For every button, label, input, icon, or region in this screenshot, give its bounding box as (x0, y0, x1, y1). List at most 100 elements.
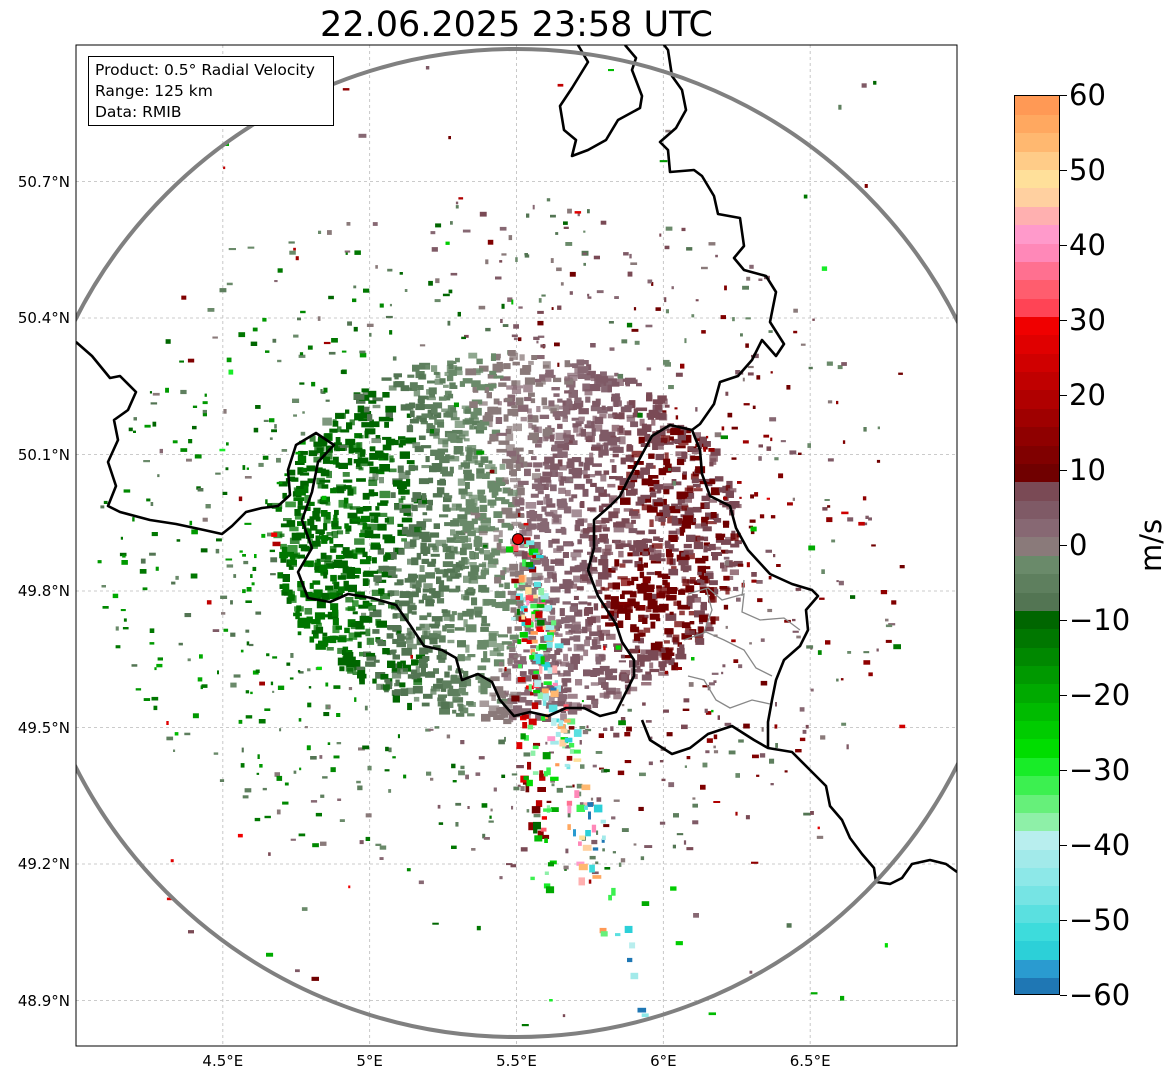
velocity-echo-cell (563, 865, 569, 870)
velocity-echo-cell (250, 341, 258, 346)
velocity-echo-cell (574, 483, 585, 490)
velocity-echo-cell (768, 330, 773, 333)
velocity-echo-cell (576, 804, 585, 812)
velocity-echo-cell (370, 542, 380, 546)
velocity-echo-cell (687, 595, 695, 603)
velocity-echo-cell (478, 548, 484, 554)
velocity-echo-cell (675, 372, 683, 377)
velocity-echo-cell (520, 708, 532, 716)
velocity-echo-cell (615, 543, 624, 550)
velocity-echo-cell (713, 750, 719, 754)
velocity-echo-cell (519, 671, 527, 677)
velocity-echo-cell (175, 575, 179, 580)
velocity-echo-cell (614, 559, 620, 567)
velocity-echo-cell (840, 995, 845, 1001)
velocity-echo-cell (458, 197, 464, 200)
velocity-echo-cell (621, 609, 633, 613)
velocity-echo-cell (385, 411, 393, 419)
colorbar-segment (1015, 169, 1059, 189)
velocity-echo-cell (528, 684, 532, 691)
colorbar-segment (1015, 904, 1059, 924)
velocity-echo-cell (417, 398, 425, 404)
border-france-germany (640, 719, 957, 886)
velocity-echo-cell (490, 808, 493, 812)
velocity-echo-cell (735, 773, 740, 778)
velocity-echo-cell (413, 696, 420, 702)
velocity-echo-cell (722, 664, 726, 668)
velocity-echo-cell (318, 467, 323, 473)
velocity-echo-cell (810, 811, 814, 815)
velocity-echo-cell (531, 456, 537, 461)
velocity-echo-cell (399, 591, 411, 598)
velocity-echo-cell (496, 432, 507, 436)
velocity-echo-cell (528, 718, 537, 726)
velocity-echo-cell (494, 591, 506, 598)
velocity-echo-cell (173, 749, 176, 752)
velocity-echo-cell (664, 463, 672, 468)
velocity-echo-cell (733, 586, 739, 591)
velocity-echo-cell (532, 554, 540, 559)
velocity-echo-cell (515, 492, 522, 499)
velocity-echo-cell (495, 276, 502, 280)
velocity-echo-cell (488, 637, 496, 641)
velocity-echo-cell (583, 608, 590, 616)
velocity-echo-cell (419, 531, 430, 539)
velocity-echo-cell (528, 392, 535, 397)
velocity-echo-cell (545, 625, 555, 630)
velocity-echo-cell (681, 434, 692, 443)
velocity-echo-cell (752, 754, 759, 759)
velocity-echo-cell (805, 724, 809, 729)
velocity-echo-cell (290, 653, 294, 658)
velocity-echo-cell (422, 630, 428, 638)
velocity-echo-cell (406, 868, 411, 872)
velocity-echo-cell (563, 653, 569, 661)
velocity-echo-cell (274, 772, 280, 777)
velocity-echo-cell (518, 664, 522, 669)
velocity-echo-cell (228, 369, 234, 375)
velocity-echo-cell (596, 830, 599, 835)
velocity-echo-cell (610, 668, 618, 674)
velocity-echo-cell (508, 235, 513, 241)
velocity-echo-cell (562, 679, 568, 687)
velocity-echo-cell (253, 427, 259, 433)
velocity-echo-cell (650, 621, 656, 629)
colorbar-segment (1015, 738, 1059, 758)
velocity-echo-cell (332, 517, 339, 523)
velocity-echo-cell (703, 542, 710, 547)
velocity-echo-cell (503, 567, 510, 573)
velocity-echo-cell (448, 363, 454, 370)
velocity-echo-cell (213, 752, 219, 755)
velocity-echo-cell (408, 602, 416, 608)
velocity-echo-cell (464, 409, 471, 414)
velocity-echo-cell (394, 503, 404, 511)
velocity-echo-cell (474, 426, 479, 430)
velocity-echo-cell (517, 454, 522, 462)
velocity-echo-cell (446, 375, 454, 382)
velocity-echo-cell (207, 308, 215, 312)
velocity-echo-cell (646, 571, 655, 575)
latitude-tick-label: 48.9°N (17, 991, 70, 1010)
velocity-echo-cell (369, 611, 376, 617)
velocity-echo-cell (683, 550, 694, 555)
velocity-echo-cell (498, 538, 503, 543)
velocity-echo-cell (478, 563, 486, 567)
velocity-echo-cell (539, 770, 544, 778)
velocity-echo-cell (557, 423, 563, 429)
velocity-echo-cell (453, 534, 459, 539)
colorbar-segment (1015, 408, 1059, 428)
velocity-echo-cell (368, 489, 375, 497)
velocity-echo-cell (711, 672, 719, 675)
velocity-echo-cell (226, 357, 232, 363)
velocity-echo-cell (569, 271, 576, 277)
velocity-echo-cell (539, 665, 543, 674)
velocity-echo-cell (328, 295, 334, 300)
velocity-echo-cell (369, 452, 379, 460)
velocity-echo-cell (659, 663, 666, 671)
velocity-echo-cell (272, 541, 281, 547)
velocity-echo-cell (336, 530, 344, 535)
velocity-echo-cell (403, 774, 407, 779)
velocity-echo-cell (621, 540, 626, 548)
velocity-echo-cell (684, 508, 694, 515)
velocity-echo-cell (458, 560, 465, 565)
velocity-echo-cell (337, 575, 346, 580)
